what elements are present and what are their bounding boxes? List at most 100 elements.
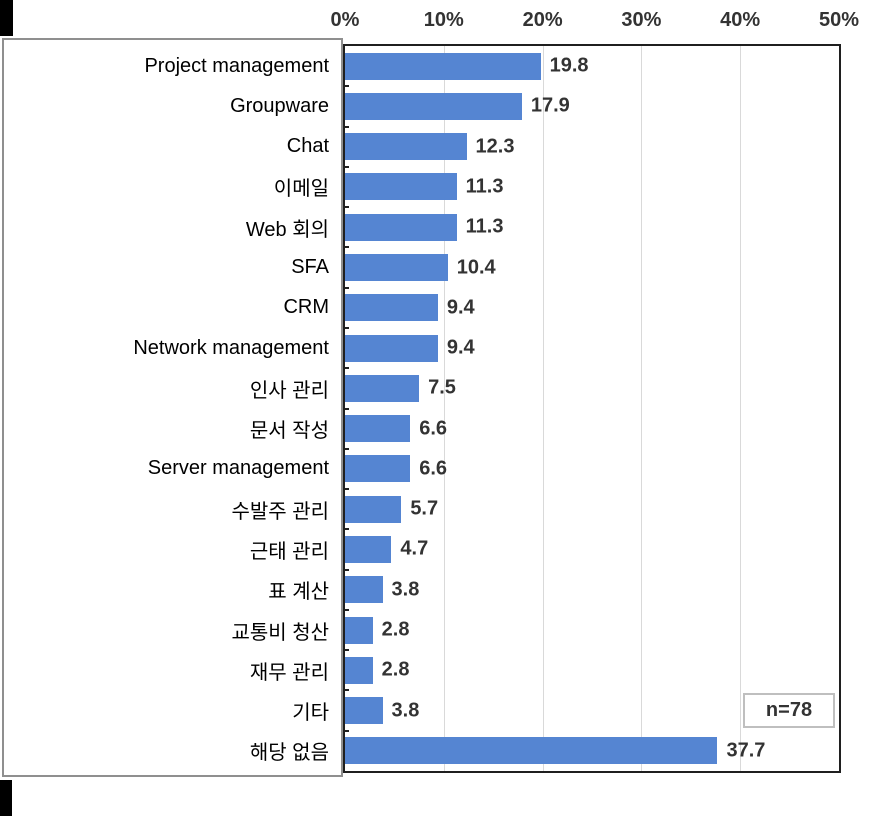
bar-value-label: 9.4 — [446, 336, 475, 359]
category-axis-tick — [345, 528, 349, 531]
category-label: Network management — [133, 336, 329, 359]
screenshot-artifact-bottom — [0, 780, 12, 816]
bar — [345, 254, 448, 281]
category-label: 이메일 — [273, 178, 329, 201]
gridline — [641, 46, 643, 771]
category-label: Chat — [286, 135, 329, 158]
category-axis-tick — [345, 286, 349, 289]
category-axis-tick — [345, 326, 349, 329]
category-axis-tick — [345, 649, 349, 652]
category-axis-tick — [345, 488, 349, 491]
bar — [345, 576, 383, 604]
bar — [345, 334, 438, 362]
bar-value-label: 19.8 — [549, 54, 589, 77]
bar-value-label: 11.3 — [465, 175, 504, 198]
bar — [345, 495, 402, 523]
bar — [345, 133, 467, 161]
category-label: 근태 관리 — [249, 540, 329, 563]
bar-row: 17.9 — [345, 86, 839, 126]
bar — [345, 52, 541, 80]
bar-row: 6.6 — [345, 409, 839, 449]
bar — [345, 737, 718, 765]
bar-row: 11.3 — [345, 207, 839, 247]
x-axis-tick-label: 20% — [522, 9, 563, 31]
bar-value-label: 4.7 — [400, 537, 429, 560]
bar-row: 9.4 — [345, 328, 839, 368]
category-axis-tick — [345, 729, 349, 732]
sample-size-badge: n=78 — [743, 693, 835, 728]
category-label: 인사 관리 — [249, 379, 329, 402]
category-axis-tick — [345, 608, 349, 611]
category-label: Web 회의 — [245, 218, 329, 241]
bar-row: 2.8 — [345, 650, 839, 690]
bar-value-label: 2.8 — [381, 658, 410, 681]
category-axis-tick — [345, 568, 349, 571]
category-axis-tick — [345, 165, 349, 168]
bar — [345, 173, 457, 201]
bar-value-label: 11.3 — [465, 215, 504, 238]
x-axis-tick-label: 30% — [621, 9, 662, 31]
screenshot-artifact-top — [0, 0, 13, 36]
gridline — [443, 46, 445, 771]
sample-size-label: n=78 — [765, 699, 813, 721]
category-label: 기타 — [292, 702, 329, 725]
category-axis-tick — [345, 447, 349, 450]
category-axis-tick — [345, 246, 349, 249]
bar-value-label: 3.8 — [391, 578, 420, 601]
bar — [345, 455, 411, 483]
category-axis-tick — [345, 367, 349, 370]
bar — [345, 294, 438, 322]
bar-value-label: 5.7 — [410, 497, 439, 520]
bar-row: 19.8 — [345, 46, 839, 86]
bar-value-label: 37.7 — [726, 739, 766, 762]
category-label: CRM — [283, 296, 329, 319]
bar-row: 5.7 — [345, 489, 839, 529]
bar-value-label: 9.4 — [446, 296, 475, 319]
category-label: 문서 작성 — [249, 420, 329, 443]
bar-row: 37.7 — [345, 731, 839, 771]
category-label: SFA — [291, 256, 329, 278]
bar-row: 10.4 — [345, 247, 839, 287]
x-axis-tick-label: 0% — [330, 9, 360, 31]
x-axis-tick-label: 10% — [423, 9, 464, 31]
bar-row: 3.8 — [345, 690, 839, 730]
category-label: Project management — [144, 54, 329, 77]
bar-row: 3.8 — [345, 570, 839, 610]
bar — [345, 415, 411, 443]
bar — [345, 656, 373, 684]
bar — [345, 374, 420, 402]
category-axis-tick — [345, 407, 349, 410]
category-label: 수발주 관리 — [231, 500, 329, 523]
bar — [345, 92, 522, 120]
bar-value-label: 12.3 — [475, 135, 515, 158]
bar — [345, 616, 373, 644]
category-label: 교통비 청산 — [231, 621, 329, 644]
bar-value-label: 7.5 — [428, 376, 456, 399]
gridline — [740, 46, 742, 771]
bar-value-label: 6.6 — [419, 457, 448, 480]
bar-row: 4.7 — [345, 529, 839, 569]
bar-value-label: 3.8 — [391, 699, 420, 722]
category-label: Groupware — [230, 94, 329, 117]
bar-row: 2.8 — [345, 610, 839, 650]
bar-row: 7.5 — [345, 368, 839, 408]
bar-row: 12.3 — [345, 127, 839, 167]
bar-value-label: 2.8 — [381, 618, 410, 641]
bar-row: 6.6 — [345, 449, 839, 489]
category-axis-tick — [345, 206, 349, 209]
bar-value-label: 6.6 — [419, 417, 448, 440]
category-axis-tick — [345, 689, 349, 692]
category-label: 표 계산 — [268, 581, 329, 604]
category-label: Server management — [147, 457, 329, 480]
category-axis-tick — [345, 85, 349, 88]
category-label: 재무 관리 — [249, 661, 329, 684]
category-label-panel: Project management Groupware Chat 이메일 Web 회의… — [2, 38, 343, 777]
bar — [345, 697, 383, 725]
x-axis-tick-label: 50% — [818, 9, 860, 31]
x-axis-tick-label: 40% — [720, 9, 761, 31]
bar-row: 9.4 — [345, 288, 839, 328]
bar — [345, 213, 457, 241]
category-label: 해당 없음 — [249, 742, 329, 765]
bar-row: 11.3 — [345, 167, 839, 207]
